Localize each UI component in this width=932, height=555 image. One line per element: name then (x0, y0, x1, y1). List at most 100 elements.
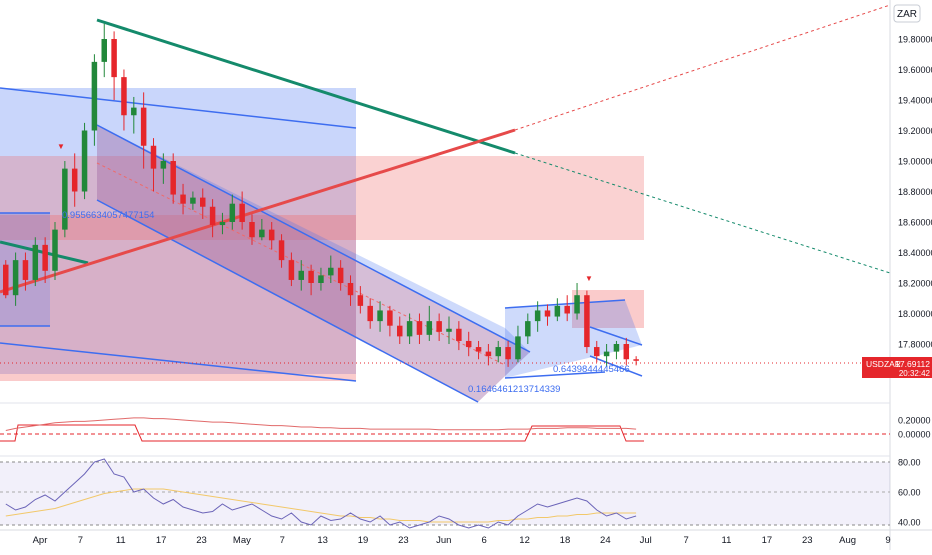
osc-tick-label: 0.20000 (898, 416, 931, 426)
blue-range-zone[interactable] (0, 88, 356, 374)
time-tick-label: 11 (116, 535, 126, 546)
broad-channel-bottom[interactable] (0, 342, 357, 382)
price-scale-panel[interactable] (890, 0, 932, 550)
candle-body (308, 270, 314, 283)
candle-body (387, 310, 393, 326)
candle-body (32, 244, 39, 280)
time-tick-label: Aug (839, 535, 856, 546)
ticker-price: 17.69112 (895, 359, 930, 369)
candle-body (268, 229, 275, 241)
candle-body (505, 347, 511, 360)
candle-body (426, 321, 433, 335)
candle-body (288, 260, 295, 280)
time-tick-label: Jul (640, 535, 652, 546)
candle-body (131, 107, 137, 116)
red-uptrend-extension (514, 4, 891, 131)
candle-body (613, 344, 620, 352)
time-tick-label: 7 (280, 535, 285, 546)
broad-channel-top[interactable] (0, 87, 357, 129)
candle-body (121, 77, 127, 116)
rsi-tick-label: 80.00 (898, 458, 921, 468)
oscillator-pane[interactable] (0, 417, 890, 442)
rsi-pane[interactable] (0, 458, 890, 529)
candle-body (239, 203, 245, 222)
time-tick-label: May (233, 535, 251, 546)
candle-body (249, 222, 255, 238)
rsi-band (0, 462, 890, 525)
candle-body (347, 283, 354, 296)
time-tick-label: 17 (156, 535, 167, 546)
channel-line-top[interactable] (96, 124, 531, 353)
time-tick-label: 7 (78, 535, 83, 546)
drawing-layer (0, 4, 891, 403)
price-tick-label: 18.00000 (898, 309, 932, 319)
candle-body (259, 229, 265, 238)
candle-body (337, 267, 344, 283)
price-tick-label: 18.80000 (898, 187, 932, 197)
price-axis[interactable]: 19.80000 19.60000 19.40000 19.20000 19.00000… (898, 35, 932, 528)
time-tick-label: 9 (885, 535, 890, 546)
price-tick-label: 18.60000 (898, 218, 932, 228)
time-tick-label: 23 (196, 535, 207, 546)
price-tick-label: 18.20000 (898, 279, 932, 289)
currency-badge[interactable] (893, 4, 921, 23)
signal-marker-1: ▼ (57, 142, 65, 151)
channel-line-bottom[interactable] (96, 199, 479, 403)
candle-body (525, 321, 531, 337)
candle-body (140, 107, 147, 146)
time-tick-label: 24 (600, 535, 611, 546)
candle-body (367, 305, 373, 322)
candle-body (416, 321, 423, 335)
candle-body (71, 168, 78, 192)
candle-body (584, 295, 590, 348)
osc-tick-label: 0.00000 (898, 430, 931, 440)
candle-body (485, 351, 492, 357)
time-tick-label: 6 (482, 535, 487, 546)
right-channel-top[interactable] (504, 299, 626, 309)
time-tick-label: 23 (802, 535, 813, 546)
time-tick-label: 11 (722, 535, 732, 546)
right-wedge-top[interactable] (589, 326, 643, 346)
candle-body (475, 347, 482, 352)
rsi-ma-line (5, 488, 637, 523)
ticker-symbol: USDZAR (866, 359, 901, 369)
time-tick-label: 13 (317, 535, 328, 546)
red-range-zone-upper[interactable] (0, 156, 644, 240)
candle-body (62, 168, 68, 230)
candle-body (436, 321, 442, 332)
rsi-line (5, 458, 637, 529)
right-wedge-bottom[interactable] (589, 355, 643, 377)
candle-body (190, 197, 196, 204)
red-uptrend-line[interactable] (0, 128, 516, 294)
candle-body (52, 229, 58, 271)
candle-body (574, 295, 580, 314)
green-downtrend-line[interactable] (96, 18, 516, 155)
candle-body (534, 310, 541, 322)
fib-label-a: 0.9556634057477154 (62, 210, 154, 221)
candle-body (377, 310, 383, 322)
red-resistance-box[interactable] (572, 290, 644, 328)
candle-body (91, 61, 98, 131)
candle-body (456, 328, 462, 341)
candle-body (544, 310, 551, 317)
candle-body (328, 267, 334, 276)
time-tick-label: 19 (358, 535, 369, 546)
candle-body (200, 197, 206, 207)
candle-body (160, 161, 167, 169)
time-axis[interactable]: Apr 7 11 17 23 May 7 13 19 23 Jun 6 12 18 24 Jul 7 11 17 23… (33, 535, 891, 546)
candle-body (397, 325, 403, 337)
price-tick-label: 19.40000 (898, 96, 932, 106)
candle-body (219, 222, 226, 226)
price-tick-label: 19.00000 (898, 157, 932, 167)
time-tick-label: 18 (560, 535, 571, 546)
candle-body (623, 344, 630, 360)
rsi-tick-label: 60.00 (898, 488, 921, 498)
time-tick-label: 12 (519, 535, 530, 546)
ticker-price-tag[interactable] (862, 357, 932, 378)
candle-body (3, 264, 9, 296)
right-channel-bottom[interactable] (504, 371, 606, 379)
candle-body (101, 39, 107, 62)
candle-body (515, 336, 521, 360)
